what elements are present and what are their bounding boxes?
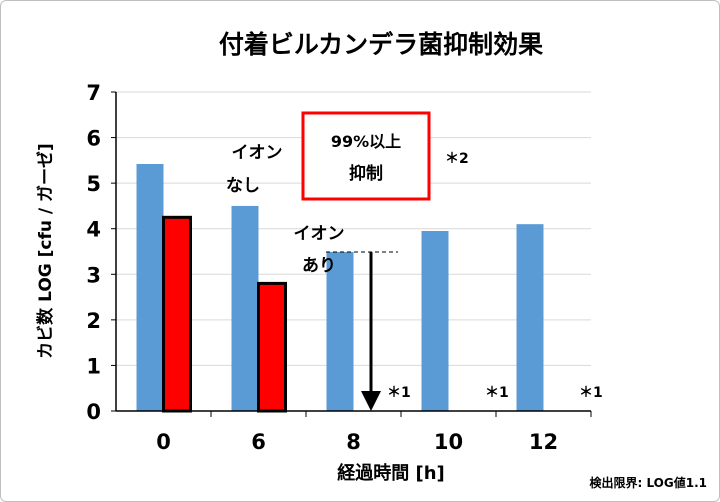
y-tick-label: 4 xyxy=(86,218,101,242)
y-axis-label: カビ数 LOG [cfu / ガーゼ] xyxy=(35,143,56,359)
bar-no-ion-6 xyxy=(231,205,259,411)
x-tick-label: 6 xyxy=(251,430,266,454)
bar-ion-6 xyxy=(257,281,287,413)
label-ion-line2: あり xyxy=(302,256,336,276)
x-axis-label: 経過時間 [h] xyxy=(337,462,445,484)
y-tick-label: 7 xyxy=(86,81,101,105)
chart-title: 付着ビルカンデラ菌抑制効果 xyxy=(219,30,543,59)
arrow-head xyxy=(361,391,381,411)
suppression-box-line2: 抑制 xyxy=(349,163,383,184)
reduction-arrow xyxy=(326,251,398,411)
bar-no-ion-0 xyxy=(136,164,164,411)
x-tick-label: 0 xyxy=(156,430,171,454)
bar-no-ion-12 xyxy=(516,224,544,411)
x-tick-label: 8 xyxy=(346,430,361,454)
note-1-8h: ＊1 xyxy=(387,385,411,401)
suppression-box-line1: 99%以上 xyxy=(331,132,401,151)
note-2: ＊2 xyxy=(445,151,469,167)
y-tick-label: 2 xyxy=(86,309,101,333)
y-tick-label: 5 xyxy=(86,172,101,196)
y-tick-label: 3 xyxy=(86,263,101,287)
x-tick-label: 12 xyxy=(529,430,558,454)
suppression-box xyxy=(301,111,431,201)
label-ion-line1: イオン xyxy=(294,224,345,244)
bar-ion-0 xyxy=(162,215,192,413)
label-no-ion-line2: なし xyxy=(226,176,260,196)
note-1-10h: ＊1 xyxy=(485,385,509,401)
y-tick-label: 6 xyxy=(86,127,101,151)
label-no-ion-line1: イオン xyxy=(232,143,283,163)
y-tick-label: 1 xyxy=(86,354,101,378)
bar-no-ion-8 xyxy=(326,251,354,411)
detection-limit-note: 検出限界: LOG値1.1 xyxy=(589,475,707,490)
note-1-12h: ＊1 xyxy=(579,385,603,401)
bar-no-ion-10 xyxy=(421,230,449,411)
x-tick-label: 10 xyxy=(434,430,463,454)
y-tick-label: 0 xyxy=(86,400,101,424)
